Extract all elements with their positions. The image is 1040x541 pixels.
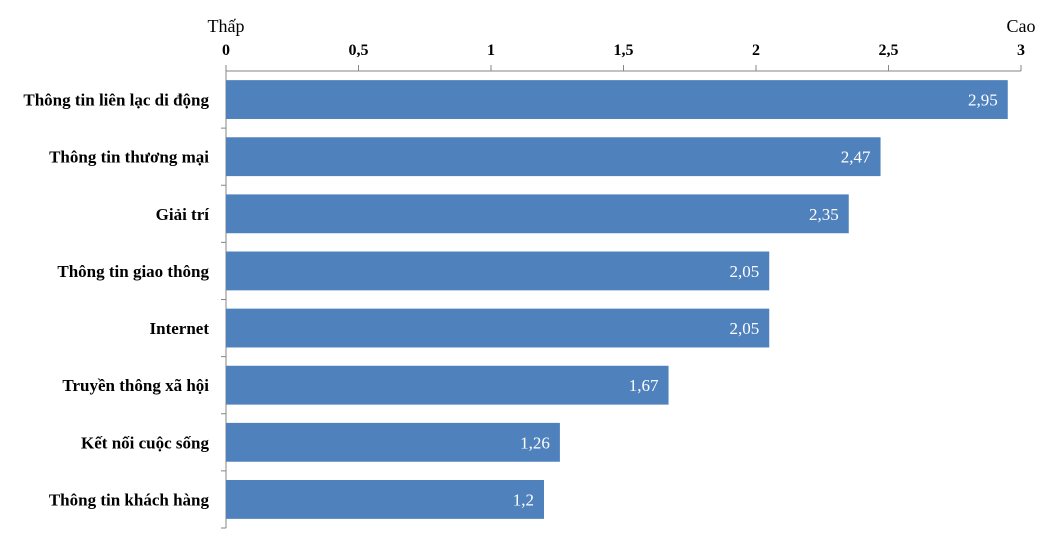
x-tick-label: 0,5 (349, 42, 369, 59)
bar (226, 80, 1008, 119)
bar (226, 137, 881, 177)
category-label: Giải trí (156, 205, 210, 224)
category-label: Thông tin thương mại (49, 148, 209, 167)
x-tick-label: 2 (752, 42, 760, 59)
data-label: 2,47 (841, 148, 871, 167)
x-tick-label: 3 (1017, 42, 1025, 59)
bar (226, 194, 849, 234)
bar (226, 308, 770, 348)
bar (226, 365, 669, 405)
category-label: Thông tin liên lạc di động (23, 91, 209, 110)
axis-low-label: Thấp (208, 16, 245, 36)
x-tick-label: 1,5 (614, 42, 634, 59)
bars: Thông tin liên lạc di động 2,95 Thông tin … (23, 80, 1008, 529)
x-tick-label: 0 (222, 42, 230, 59)
x-axis: 0 0,5 1 1,5 2 2,5 3 (222, 42, 1025, 71)
category-label: Internet (150, 319, 210, 338)
data-label: 2,95 (968, 91, 998, 110)
data-label: 2,05 (730, 319, 760, 338)
axis-high-label: Cao (1007, 16, 1036, 36)
data-label: 2,35 (809, 205, 839, 224)
bar (226, 251, 770, 291)
bar (226, 422, 560, 462)
category-label: Thông tin giao thông (57, 262, 209, 281)
data-label: 1,67 (629, 376, 659, 395)
data-label: 1,2 (513, 490, 534, 509)
data-label: 1,26 (520, 433, 550, 452)
category-label: Kết nối cuộc sống (81, 433, 209, 452)
data-label: 2,05 (730, 262, 760, 281)
bar (226, 480, 544, 519)
category-label: Truyền thông xã hội (62, 376, 209, 395)
x-tick-label: 2,5 (879, 42, 899, 59)
x-tick-label: 1 (487, 42, 495, 59)
category-label: Thông tin khách hàng (49, 490, 210, 509)
